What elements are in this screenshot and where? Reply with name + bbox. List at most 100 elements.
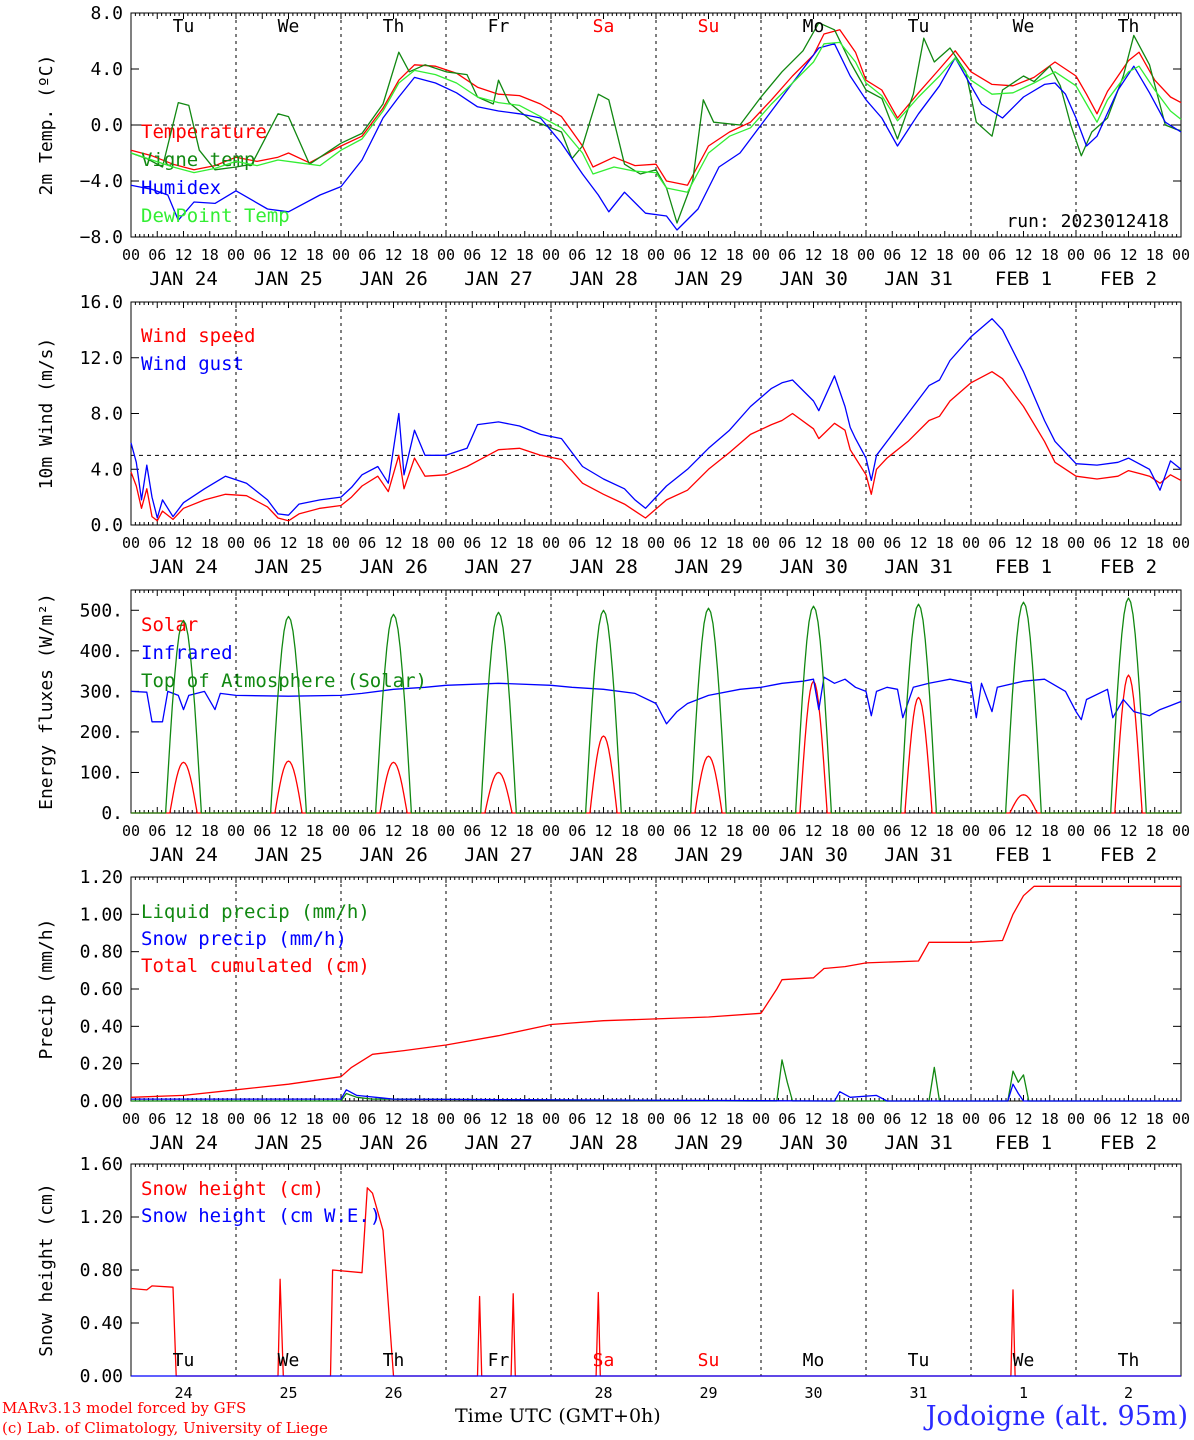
hour-label: 18 xyxy=(726,822,744,840)
y-tick-label: 0.60 xyxy=(80,979,123,1000)
hour-label: 18 xyxy=(516,1110,534,1128)
hour-label: 18 xyxy=(201,534,219,552)
date-label: JAN 29 xyxy=(674,268,743,290)
hour-label: 00 xyxy=(227,246,245,264)
hour-label: 12 xyxy=(174,534,192,552)
hour-label: 18 xyxy=(306,1110,324,1128)
date-label: JAN 29 xyxy=(674,844,743,866)
y-tick-label: 12.0 xyxy=(80,348,123,369)
date-label: JAN 31 xyxy=(884,556,953,578)
hour-label: 06 xyxy=(568,534,586,552)
y-tick-label: 300. xyxy=(80,681,123,702)
hour-label: 12 xyxy=(489,1110,507,1128)
hour-label: 00 xyxy=(1067,1110,1085,1128)
y-tick-label: 4.0 xyxy=(90,459,123,480)
hour-label: 12 xyxy=(1119,534,1137,552)
hour-label: 18 xyxy=(201,822,219,840)
y-tick-label: 0.20 xyxy=(80,1054,123,1075)
hour-label: 18 xyxy=(411,1110,429,1128)
legend-entry: Top of Atmosphere (Solar) xyxy=(141,670,427,692)
date-label: JAN 27 xyxy=(464,556,533,578)
hour-label: 18 xyxy=(1041,1110,1059,1128)
hour-label: 06 xyxy=(568,246,586,264)
date-label: FEB 1 xyxy=(995,556,1052,578)
weekday-label: Mo xyxy=(803,1350,825,1371)
hour-label: 12 xyxy=(1119,246,1137,264)
day-number-label: 1 xyxy=(1019,1384,1028,1402)
hour-label: 00 xyxy=(647,1110,665,1128)
hour-label: 00 xyxy=(122,246,140,264)
panel-wind: 0.0 4.0 8.0 12.0 16.0 10m Wind (m/s) Wind spee… xyxy=(36,292,1190,578)
legend-entry: Solar xyxy=(141,614,198,636)
hour-label: 12 xyxy=(384,1110,402,1128)
date-label: JAN 24 xyxy=(149,556,218,578)
hour-label: 12 xyxy=(594,822,612,840)
date-label: JAN 26 xyxy=(359,556,428,578)
hour-label: 00 xyxy=(1067,246,1085,264)
hour-label: 12 xyxy=(1014,822,1032,840)
hour-label: 00 xyxy=(962,534,980,552)
hour-label: 06 xyxy=(883,534,901,552)
legend-entry: Snow height (cm) xyxy=(141,1178,324,1200)
hour-label: 00 xyxy=(437,246,455,264)
legend-entry: Temperature xyxy=(141,121,267,143)
date-label: FEB 1 xyxy=(995,268,1052,290)
hour-label: 18 xyxy=(1146,534,1164,552)
y-tick-label: 0.00 xyxy=(80,1091,123,1112)
y-tick-label: 0.00 xyxy=(80,1366,123,1387)
date-label: JAN 29 xyxy=(674,1132,743,1154)
hour-label: 12 xyxy=(804,246,822,264)
hour-label: 00 xyxy=(962,1110,980,1128)
hour-label: 00 xyxy=(332,1110,350,1128)
hour-label: 18 xyxy=(411,246,429,264)
weekday-label: We xyxy=(1013,16,1035,37)
hour-label: 00 xyxy=(857,822,875,840)
hour-label: 18 xyxy=(411,822,429,840)
weekday-label: We xyxy=(1013,1350,1035,1371)
legend-entry: Snow precip (mm/h) xyxy=(141,928,347,950)
series-line xyxy=(130,885,1181,1098)
panel-temperature: −8.0 −4.0 0.0 4.0 8.0 2m Temp. (ºC) Temperatur… xyxy=(36,3,1190,290)
hour-label: 00 xyxy=(1172,822,1190,840)
hour-label: 06 xyxy=(1093,822,1111,840)
hour-label: 12 xyxy=(804,822,822,840)
hour-label: 18 xyxy=(831,822,849,840)
date-label: FEB 2 xyxy=(1100,556,1157,578)
hour-label: 18 xyxy=(516,822,534,840)
hour-label: 06 xyxy=(463,1110,481,1128)
weekday-label: Su xyxy=(698,1350,720,1371)
hour-label: 06 xyxy=(883,246,901,264)
date-label: JAN 25 xyxy=(254,1132,323,1154)
legend-entry: Humidex xyxy=(141,177,221,199)
hour-label: 06 xyxy=(358,534,376,552)
weekday-label: Tu xyxy=(908,16,930,37)
hour-label: 12 xyxy=(1014,1110,1032,1128)
hour-label: 18 xyxy=(411,534,429,552)
y-tick-label: 0.0 xyxy=(90,115,123,136)
date-label: JAN 30 xyxy=(779,556,848,578)
hour-label: 06 xyxy=(988,534,1006,552)
y-tick-label: 8.0 xyxy=(90,3,123,24)
hour-label: 18 xyxy=(936,1110,954,1128)
hour-label: 18 xyxy=(726,246,744,264)
hour-label: 00 xyxy=(752,246,770,264)
hour-label: 06 xyxy=(148,534,166,552)
hour-label: 06 xyxy=(778,1110,796,1128)
series-line xyxy=(130,318,1182,519)
panel-energy: 0. 100. 200. 300. 400. 500. Energy fluxes (W/m… xyxy=(36,589,1190,866)
hour-label: 06 xyxy=(988,246,1006,264)
hour-label: 18 xyxy=(936,246,954,264)
y-tick-label: 0. xyxy=(101,803,123,824)
hour-label: 06 xyxy=(778,534,796,552)
series-line xyxy=(130,41,1182,193)
legend-entry: Snow height (cm W.E.) xyxy=(141,1205,381,1227)
hour-label: 12 xyxy=(279,246,297,264)
date-label: JAN 25 xyxy=(254,844,323,866)
y-tick-label: 1.60 xyxy=(80,1154,123,1175)
hour-label: 12 xyxy=(174,1110,192,1128)
y-tick-label: −4.0 xyxy=(80,171,123,192)
hour-label: 00 xyxy=(332,246,350,264)
hour-label: 00 xyxy=(542,1110,560,1128)
hour-label: 06 xyxy=(988,822,1006,840)
y-axis-label: Snow height (cm) xyxy=(36,1183,57,1356)
